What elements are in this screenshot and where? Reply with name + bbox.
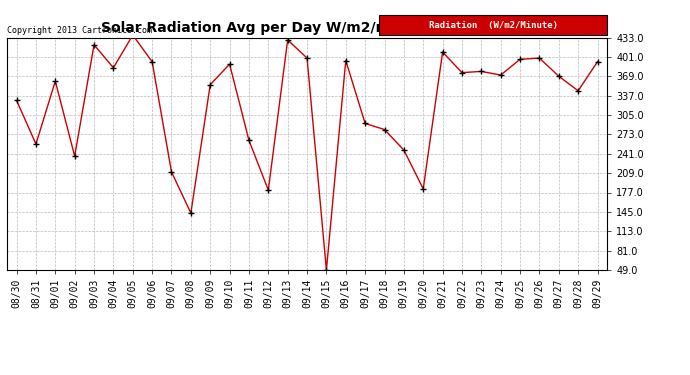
Text: Copyright 2013 Cartronics.com: Copyright 2013 Cartronics.com bbox=[7, 26, 152, 35]
Text: Radiation  (W/m2/Minute): Radiation (W/m2/Minute) bbox=[428, 21, 558, 30]
Title: Solar Radiation Avg per Day W/m2/minute 20130929: Solar Radiation Avg per Day W/m2/minute … bbox=[101, 21, 513, 35]
FancyBboxPatch shape bbox=[379, 15, 607, 35]
